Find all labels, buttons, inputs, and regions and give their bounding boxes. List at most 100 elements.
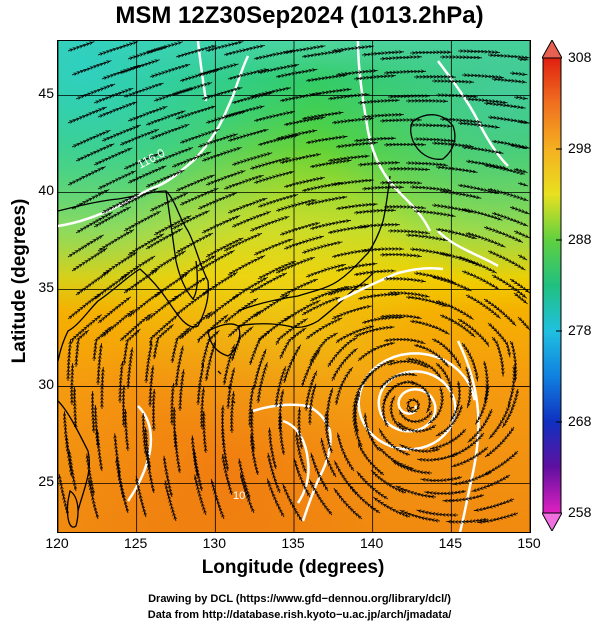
streamline — [410, 125, 453, 126]
streamline — [435, 167, 478, 172]
streamline — [405, 235, 448, 241]
streamline — [383, 339, 426, 345]
streamline — [249, 272, 288, 293]
streamline — [387, 96, 430, 97]
streamline — [279, 154, 322, 163]
streamline — [146, 341, 152, 384]
streamline — [383, 207, 427, 208]
y-tick-label: 45 — [38, 85, 54, 102]
streamline — [461, 75, 504, 78]
x-tick-label: 135 — [281, 535, 305, 551]
streamline — [149, 124, 190, 139]
streamline — [197, 64, 239, 75]
streamline — [97, 229, 135, 252]
streamline — [399, 409, 433, 422]
streamline — [431, 339, 462, 369]
streamline — [333, 487, 363, 520]
streamline — [335, 71, 378, 75]
streamline — [249, 88, 292, 97]
colorbar-tick-label: 308 — [568, 49, 592, 65]
streamline — [198, 363, 204, 406]
streamline — [266, 478, 284, 518]
streamline — [201, 88, 243, 99]
y-tick-label: 35 — [38, 279, 54, 296]
streamline — [71, 60, 112, 75]
streamline — [93, 390, 94, 434]
streamline — [517, 255, 528, 261]
streamline — [301, 112, 344, 119]
streamline — [93, 147, 133, 165]
streamline — [383, 144, 427, 145]
streamline — [335, 143, 378, 147]
streamline — [517, 59, 529, 60]
streamline — [509, 207, 530, 215]
streamline — [357, 225, 400, 227]
streamline — [353, 138, 396, 141]
streamline — [379, 57, 422, 59]
streamline — [123, 384, 124, 428]
streamline — [253, 111, 295, 121]
streamline — [457, 319, 490, 347]
streamline — [336, 366, 354, 406]
streamline — [283, 46, 326, 53]
streamline — [310, 383, 317, 426]
streamline — [172, 383, 174, 426]
streamline — [97, 429, 102, 472]
streamline — [250, 385, 254, 428]
streamline — [513, 97, 528, 99]
colorbar-tick-label: 268 — [568, 413, 592, 429]
streamline — [128, 347, 132, 390]
streamline — [94, 325, 113, 362]
streamline — [309, 479, 333, 516]
streamline — [331, 118, 374, 123]
streamline — [353, 327, 395, 337]
streamline — [175, 106, 217, 119]
streamline — [294, 458, 310, 498]
streamline — [383, 71, 426, 73]
streamline — [399, 443, 441, 451]
y-tick-label: 25 — [38, 473, 54, 490]
streamline — [387, 231, 430, 234]
streamline — [379, 183, 423, 184]
streamline — [331, 180, 374, 185]
streamline — [119, 59, 160, 73]
x-axis-label: Longitude (degrees) — [201, 557, 385, 578]
streamline — [305, 197, 348, 205]
streamline — [275, 256, 316, 273]
streamline — [119, 188, 158, 207]
streamline — [379, 120, 423, 121]
streamline — [223, 45, 265, 55]
streamline — [149, 250, 186, 274]
streamline — [302, 349, 321, 388]
colorbar-tick-label: 288 — [568, 231, 592, 247]
footer-credit-drawing: Drawing by DCL (https://www.gfd−dennou.o… — [148, 593, 451, 605]
streamline — [399, 509, 441, 521]
streamline — [353, 210, 396, 213]
y-tick-label: 30 — [38, 376, 54, 393]
streamline — [120, 361, 123, 403]
colorbar-top-arrow — [542, 40, 562, 59]
streamline — [202, 387, 204, 430]
streamline — [335, 264, 378, 271]
streamline — [491, 336, 503, 377]
streamline — [353, 271, 396, 275]
streamline — [275, 69, 318, 77]
streamline — [331, 46, 374, 51]
x-tick-label: 120 — [45, 535, 69, 551]
wind-streamlines — [59, 42, 530, 523]
streamline — [147, 451, 154, 494]
streamline — [206, 340, 217, 382]
streamline — [171, 83, 213, 95]
streamline — [357, 163, 400, 165]
streamline — [432, 81, 475, 82]
streamline — [145, 169, 185, 187]
streamline — [59, 473, 68, 516]
streamline — [149, 64, 191, 77]
streamline — [205, 42, 244, 51]
streamline — [276, 366, 287, 408]
streamline — [102, 366, 103, 410]
streamline — [197, 250, 235, 271]
streamline — [483, 227, 524, 243]
streamline — [387, 293, 430, 297]
streamline — [124, 328, 141, 366]
